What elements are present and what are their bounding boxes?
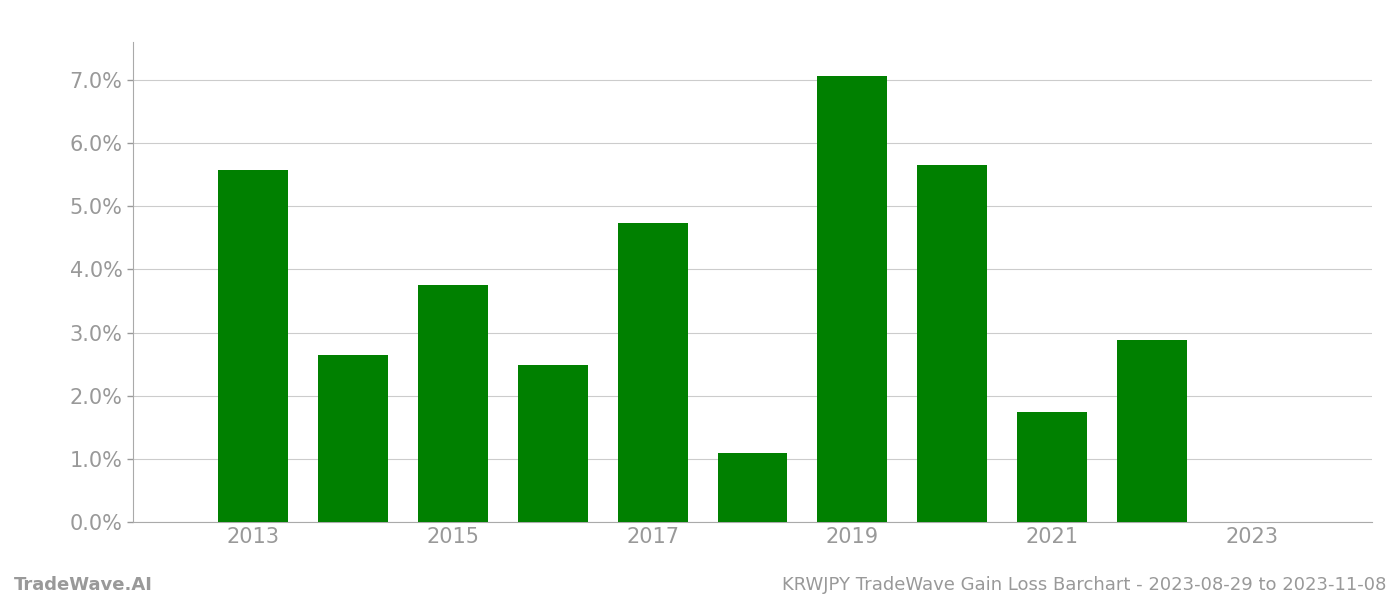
Bar bbox=[818, 76, 888, 522]
Bar bbox=[218, 170, 288, 522]
Bar bbox=[518, 365, 588, 522]
Bar bbox=[1117, 340, 1187, 522]
Bar bbox=[1018, 412, 1088, 522]
Text: KRWJPY TradeWave Gain Loss Barchart - 2023-08-29 to 2023-11-08: KRWJPY TradeWave Gain Loss Barchart - 20… bbox=[781, 576, 1386, 594]
Bar bbox=[917, 165, 987, 522]
Text: TradeWave.AI: TradeWave.AI bbox=[14, 576, 153, 594]
Bar bbox=[318, 355, 388, 522]
Bar bbox=[617, 223, 687, 522]
Bar bbox=[417, 285, 487, 522]
Bar bbox=[718, 453, 787, 522]
